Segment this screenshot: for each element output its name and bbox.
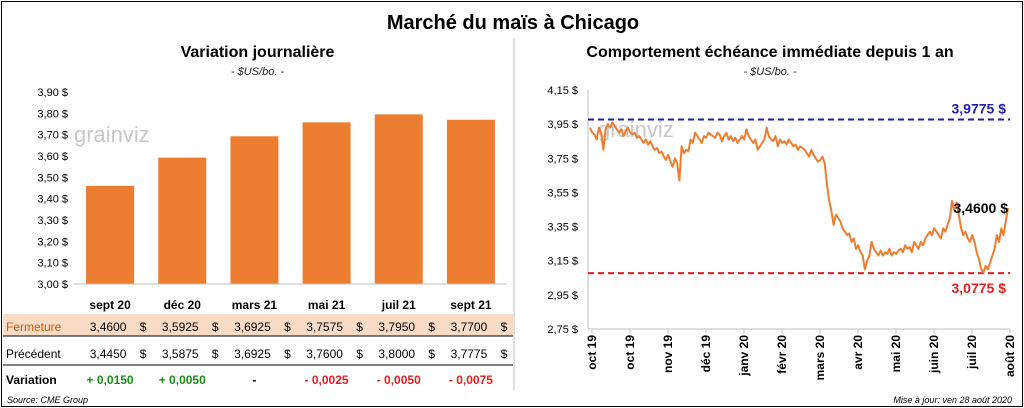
line-x-tick-label: avr 20 — [851, 335, 865, 370]
bar-y-tick-label: 3,40 $ — [37, 194, 68, 206]
bar — [374, 114, 423, 285]
bar — [86, 185, 135, 284]
table-cell-currency: $ — [356, 320, 363, 334]
watermark-logo-right: grainviz — [598, 117, 674, 142]
table-cell-currency: $ — [284, 347, 291, 361]
line-x-tick-label: mai 20 — [889, 335, 903, 373]
line-x-tick-label: nov 19 — [661, 335, 675, 373]
table-cell-value: 3,8000 — [378, 347, 415, 361]
table-cell-value: 3,4600 — [90, 320, 127, 334]
table-cell-currency: $ — [212, 347, 219, 361]
table-cell-value: 3,5875 — [162, 347, 199, 361]
bar-y-tick-label: 3,90 $ — [37, 87, 68, 99]
table-cell-variation: - — [252, 373, 256, 387]
line-x-tick-label: oct 19 — [623, 335, 637, 370]
line-y-tick-label: 2,75 $ — [547, 324, 578, 336]
watermark-logo-left: grainviz — [74, 122, 150, 147]
table-cell-currency: $ — [501, 347, 508, 361]
table-cell-variation: - 0,0050 — [377, 373, 421, 387]
line-x-tick-label: oct 19 — [585, 335, 599, 370]
bar-category-label: sept 20 — [89, 298, 131, 312]
bar-chart-unit: - $US/bo. - — [230, 66, 285, 78]
bar-category-label: déc 20 — [164, 298, 202, 312]
line-x-tick-label: août 20 — [1003, 335, 1017, 377]
line-x-tick-label: févr 20 — [775, 335, 789, 374]
line-y-tick-label: 3,75 $ — [547, 153, 578, 165]
bar-y-tick-label: 3,00 $ — [37, 279, 68, 291]
table-cell-currency: $ — [140, 347, 147, 361]
footer-update: Mise à jour: ven 28 août 2020 — [893, 395, 1012, 405]
bar — [302, 122, 351, 285]
line-x-tick-label: janv 20 — [737, 335, 751, 377]
bar-y-tick-label: 3,60 $ — [37, 151, 68, 163]
bar-category-label: mai 21 — [308, 298, 346, 312]
table-row-label: Fermeture — [6, 320, 62, 334]
table-row-label: Variation — [6, 373, 57, 387]
bar-chart-title: Variation journalière — [180, 44, 335, 61]
table-cell-value: 3,6925 — [234, 320, 271, 334]
table-cell-value: 3,7600 — [306, 347, 343, 361]
table-cell-currency: $ — [428, 347, 435, 361]
table-cell-currency: $ — [140, 320, 147, 334]
line-x-tick-label: juil 20 — [965, 335, 979, 370]
bar-y-tick-label: 3,10 $ — [37, 258, 68, 270]
bar-y-tick-label: 3,30 $ — [37, 215, 68, 227]
table-row-label: Précédent — [6, 347, 61, 361]
table-cell-variation: - 0,0075 — [449, 373, 493, 387]
table-cell-currency: $ — [501, 320, 508, 334]
footer-source: Source: CME Group — [7, 395, 89, 405]
high-reference-label: 3,9775 $ — [952, 100, 1007, 116]
table-cell-currency: $ — [428, 320, 435, 334]
page-title: Marché du maïs à Chicago — [386, 12, 640, 34]
line-chart-unit: - $US/bo. - — [743, 66, 797, 78]
bar-category-label: juil 21 — [381, 298, 416, 312]
table-cell-currency: $ — [212, 320, 219, 334]
table-cell-value: 3,7575 — [306, 320, 343, 334]
price-series-line — [589, 121, 1009, 274]
line-x-tick-label: déc 19 — [699, 335, 713, 373]
table-cell-value: 3,7950 — [378, 320, 415, 334]
line-y-tick-label: 3,15 $ — [547, 256, 578, 268]
table-cell-value: 3,4450 — [90, 347, 127, 361]
line-x-tick-label: mars 20 — [813, 335, 827, 381]
table-cell-currency: $ — [356, 347, 363, 361]
bar-y-tick-label: 3,50 $ — [37, 172, 68, 184]
fermeture-row-bg — [3, 314, 513, 336]
line-y-tick-label: 3,55 $ — [547, 187, 578, 199]
low-reference-label: 3,0775 $ — [952, 280, 1007, 296]
table-cell-value: 3,5925 — [162, 320, 199, 334]
bar — [230, 136, 279, 284]
line-y-tick-label: 4,15 $ — [547, 85, 578, 97]
table-cell-currency: $ — [284, 320, 291, 334]
line-chart-title: Comportement échéance immédiate depuis 1… — [586, 44, 954, 61]
line-y-tick-label: 3,35 $ — [547, 222, 578, 234]
line-x-tick-label: juin 20 — [927, 335, 941, 374]
bar-category-label: sept 21 — [450, 298, 492, 312]
bar — [158, 157, 207, 284]
line-y-tick-label: 2,95 $ — [547, 290, 578, 302]
bar-y-tick-label: 3,70 $ — [37, 130, 68, 142]
table-cell-value: 3,6925 — [234, 347, 271, 361]
table-cell-variation: + 0,0150 — [87, 373, 134, 387]
line-y-tick-label: 3,95 $ — [547, 119, 578, 131]
table-cell-variation: - 0,0025 — [305, 373, 349, 387]
bar — [446, 119, 495, 284]
table-cell-variation: + 0,0050 — [159, 373, 206, 387]
table-cell-value: 3,7700 — [451, 320, 488, 334]
last-price-label: 3,4600 $ — [954, 200, 1009, 216]
bar-y-tick-label: 3,80 $ — [37, 108, 68, 120]
bar-category-label: mars 21 — [232, 298, 278, 312]
table-cell-value: 3,7775 — [451, 347, 488, 361]
bar-y-tick-label: 3,20 $ — [37, 236, 68, 248]
